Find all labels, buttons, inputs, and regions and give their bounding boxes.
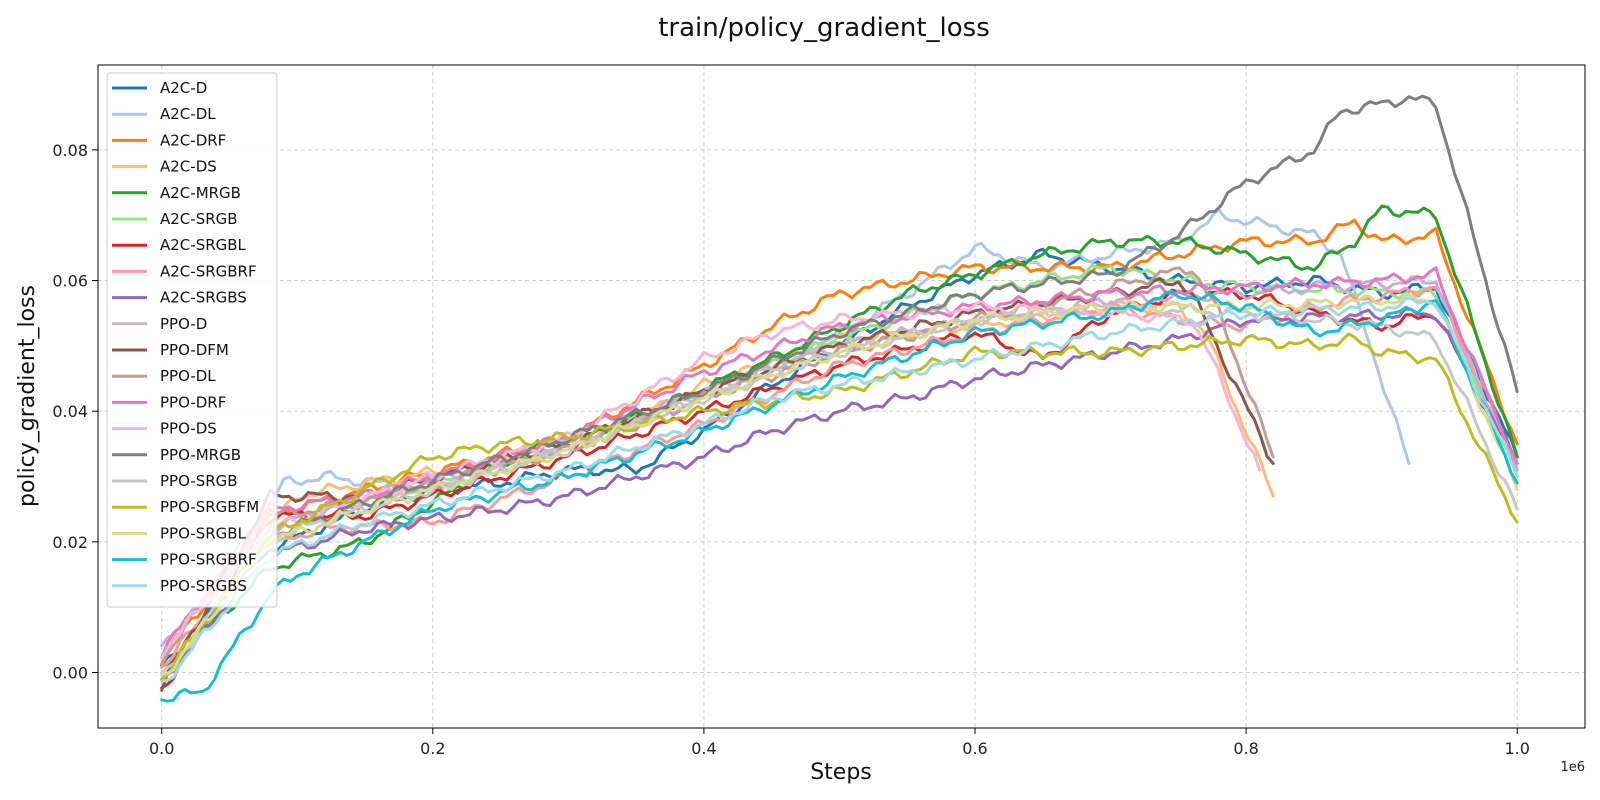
- x-tick-label: 0.2: [420, 739, 445, 758]
- y-tick-label: 0.08: [52, 141, 88, 160]
- legend-entry: PPO-DS: [112, 420, 217, 438]
- legend-entry: A2C-DL: [112, 105, 216, 123]
- legend-entry: A2C-SRGBL: [112, 236, 247, 254]
- legend-label: PPO-D: [160, 315, 207, 333]
- legend-label: A2C-DS: [160, 158, 217, 176]
- plot-frame: [97, 64, 1586, 729]
- y-tick-label: 0.06: [52, 272, 88, 291]
- legend-entry: PPO-DL: [112, 367, 216, 385]
- legend-label: PPO-SRGBL: [160, 524, 247, 542]
- legend-label: PPO-DS: [160, 420, 217, 438]
- legend-label: A2C-SRGB: [160, 210, 238, 228]
- legend-label: PPO-SRGBRF: [160, 551, 257, 569]
- x-tick-label: 0.8: [1233, 739, 1258, 758]
- legend-label: A2C-DL: [160, 105, 216, 123]
- y-tick-label: 0.02: [52, 533, 88, 552]
- legend-label: PPO-SRGB: [160, 472, 238, 490]
- x-axis-offset-label: 1e6: [1560, 760, 1585, 775]
- series-line-a2c-srgbl: [160, 286, 1519, 690]
- series-line-ppo-srgbfm: [160, 332, 1519, 682]
- x-axis-label: Steps: [810, 760, 872, 785]
- series-line-ppo-drf: [160, 266, 1519, 660]
- series-line-ppo-srgbs: [160, 296, 1519, 683]
- legend-label: PPO-MRGB: [160, 446, 241, 464]
- legend-entry: A2C-SRGBRF: [112, 262, 257, 280]
- legend-entry: A2C-DS: [112, 158, 217, 176]
- legend-label: A2C-D: [160, 79, 207, 97]
- legend-entry: PPO-MRGB: [112, 446, 241, 464]
- x-axis: 0.0 0.2 0.4 0.6 0.8 1.0: [149, 728, 1530, 758]
- y-tick-label: 0.00: [52, 663, 88, 682]
- legend-entry: PPO-DRF: [112, 393, 226, 411]
- legend-label: A2C-SRGBRF: [160, 262, 257, 280]
- legend-label: PPO-DFM: [160, 341, 229, 359]
- legend-entry: A2C-SRGB: [112, 210, 238, 228]
- legend-entry: A2C-MRGB: [112, 184, 241, 202]
- legend-label: A2C-DRF: [160, 131, 226, 149]
- legend-box: [106, 72, 278, 608]
- legend-entry: PPO-DFM: [112, 341, 229, 359]
- legend-label: PPO-SRGBS: [160, 577, 247, 595]
- legend-entry: PPO-SRGBRF: [112, 551, 257, 569]
- y-tick-label: 0.04: [52, 402, 88, 421]
- x-tick-label: 1.0: [1504, 739, 1529, 758]
- series-line-a2c-mrgb: [160, 204, 1519, 668]
- series-line-a2c-srgbs: [160, 307, 1519, 677]
- legend-entry: A2C-SRGBS: [112, 289, 247, 307]
- legend: A2C-D A2C-DL A2C-DRF A2C-DS A2C-MRGB A2C-SRGB…: [106, 72, 278, 608]
- legend-entry: PPO-SRGB: [112, 472, 238, 490]
- legend-entry: A2C-D: [112, 79, 207, 97]
- legend-entry: A2C-DRF: [112, 131, 226, 149]
- x-tick-label: 0.6: [962, 739, 987, 758]
- series-line-ppo-srgbrf: [160, 289, 1519, 703]
- legend-label: A2C-SRGBL: [160, 236, 247, 254]
- series-layer: [160, 94, 1519, 703]
- series-line-ppo-srgbl: [160, 293, 1519, 677]
- x-tick-label: 0.4: [691, 739, 716, 758]
- x-tick-label: 0.0: [149, 739, 174, 758]
- legend-entry: PPO-SRGBL: [112, 524, 247, 542]
- legend-entry: PPO-SRGBS: [112, 577, 247, 595]
- legend-label: A2C-SRGBS: [160, 289, 247, 307]
- y-axis: 0.00 0.02 0.04 0.06 0.08: [52, 141, 98, 682]
- legend-label: PPO-DL: [160, 367, 216, 385]
- legend-label: PPO-DRF: [160, 393, 226, 411]
- legend-entry: PPO-SRGBFM: [112, 498, 259, 516]
- chart-title: train/policy_gradient_loss: [658, 13, 990, 43]
- series-line-ppo-mrgb: [160, 94, 1519, 682]
- y-axis-label: policy_gradient_loss: [15, 285, 40, 507]
- legend-entry: PPO-D: [112, 315, 207, 333]
- legend-label: A2C-MRGB: [160, 184, 241, 202]
- legend-label: PPO-SRGBFM: [160, 498, 259, 516]
